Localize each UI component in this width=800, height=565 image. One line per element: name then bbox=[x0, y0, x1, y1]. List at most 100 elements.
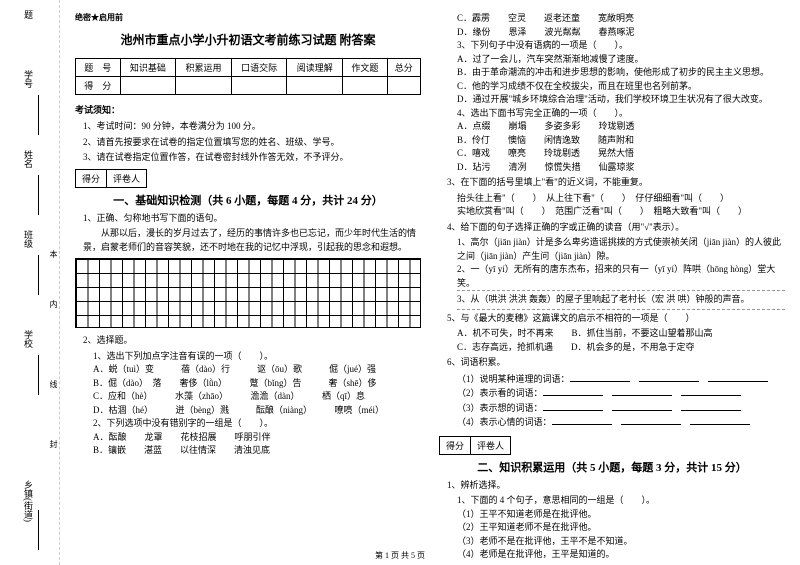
th: 阅读理解 bbox=[287, 59, 343, 77]
side-label: 班级 bbox=[22, 230, 35, 248]
blank[interactable] bbox=[543, 386, 603, 396]
option: （2）王平知道老师不是在批评他。 bbox=[457, 521, 785, 535]
side-line bbox=[38, 175, 39, 215]
option: A．点缀 崩塌 多姿多彩 玲珑剔透 bbox=[457, 120, 785, 134]
td bbox=[176, 77, 232, 95]
secret-mark: 绝密★启用前 bbox=[75, 12, 421, 23]
th: 知识基础 bbox=[120, 59, 176, 77]
sub-item: 3、从（哄洪 洪洪 轰轰）的屋子里响起了老村长（宏 洪 哄）钟般的声音。 bbox=[457, 290, 785, 310]
option: B．倔（dào） 落 奢侈（lǜn） 蹩（bǐng）告 奢（shē）侈 bbox=[93, 377, 421, 391]
th: 积累运用 bbox=[176, 59, 232, 77]
td bbox=[343, 77, 388, 95]
td bbox=[120, 77, 176, 95]
blank[interactable] bbox=[612, 386, 672, 396]
question-body: 从那以后，漫长的岁月过去了，经历的事情许多也已忘记，而少年时代生活的情景，启蒙老… bbox=[83, 227, 421, 254]
option: A．过了一会儿，汽车突然渐渐地减慢了速度。 bbox=[457, 53, 785, 67]
label: （1）说明某种道理的词语： bbox=[457, 374, 570, 384]
sub-item: 1、高尔（jiān jiàn）计是多么卑劣造谣挑拨的方式使崇祯关闭（jiān j… bbox=[457, 236, 785, 263]
option: B．镶嵌 湛蓝 以往情深 清浊见底 bbox=[93, 444, 421, 458]
option: A．酝酿 龙罩 花枝招展 呼朋引伴 bbox=[93, 431, 421, 445]
td: 得 分 bbox=[76, 77, 121, 95]
sub-item: 2、一（yī yí）无所有的唐东杰布，招来的只有一（yī yí）阵哄（hōng … bbox=[457, 263, 785, 290]
question-stem: 6、词语积累。 bbox=[447, 356, 785, 370]
option: D．缘份 恩泽 波光粼粼 春燕啄泥 bbox=[457, 26, 785, 40]
label: （4）表示心情的词语： bbox=[457, 417, 552, 427]
sub-question: 4、选出下面书写完全正确的一项（ ）。 bbox=[457, 107, 785, 121]
writing-grid[interactable] bbox=[75, 258, 421, 328]
fill-line: 实地欣赏看"叫（ ） 范围广泛看"叫（ ） 粗略大致看"叫（ ） bbox=[457, 205, 785, 219]
table-row: 得 分 bbox=[76, 77, 421, 95]
option: C．他的学习成绩不仅在全校拔尖，而且在班里也名列前茅。 bbox=[457, 80, 785, 94]
option: C．霹雳 空灵 返老还童 宽敞明亮 bbox=[457, 12, 785, 26]
score-label: 得分 bbox=[439, 436, 470, 455]
fill-line: （3）表示想的词语： bbox=[457, 401, 785, 416]
option: D．通过开展"城乡环境综合治理"活动，我们学校环境卫生状况有了很大改变。 bbox=[457, 93, 785, 107]
side-line bbox=[38, 355, 39, 395]
blank[interactable] bbox=[681, 401, 741, 411]
score-label: 得分 bbox=[75, 169, 106, 188]
blank[interactable] bbox=[621, 415, 681, 425]
option: B．由于革命潮流的冲击和进步思想的影响，使他形成了初步的民主主义思想。 bbox=[457, 66, 785, 80]
binding-sidebar: 题 学号 姓名 班级 学校 乡镇(街道) 本 内 线 封 bbox=[0, 0, 60, 565]
td bbox=[387, 77, 420, 95]
seal-hint: 内 bbox=[48, 300, 59, 316]
blank[interactable] bbox=[681, 386, 741, 396]
sub-question: 1、选出下列加点字注音有误的一项（ ）。 bbox=[93, 350, 421, 364]
page-footer: 第 1 页 共 5 页 bbox=[0, 550, 800, 561]
section-title: 一、基础知识检测（共 6 小题，每题 4 分，共计 24 分） bbox=[75, 192, 421, 208]
th: 口语交际 bbox=[231, 59, 287, 77]
seal-hint: 本 bbox=[48, 250, 59, 266]
notice-heading: 考试须知： bbox=[75, 103, 421, 116]
fill-line: （2）表示看的词语： bbox=[457, 386, 785, 401]
notice-item: 2、请首先按要求在试卷的指定位置填写您的姓名、班级、学号。 bbox=[83, 136, 421, 150]
side-label: 题 bbox=[22, 10, 35, 19]
fill-line: （4）表示心情的词语： bbox=[457, 415, 785, 430]
side-line bbox=[38, 510, 39, 550]
blank[interactable] bbox=[552, 415, 612, 425]
seal-hint: 线 bbox=[48, 380, 59, 396]
score-box: 得分 评卷人 bbox=[439, 436, 785, 455]
blank[interactable] bbox=[612, 401, 672, 411]
option: C．志存高远，抢抓机遇 D．机会多的是，不用急于定夺 bbox=[457, 341, 785, 355]
option: A．蜕（tuì）变 蓓（dào）行 讴（ōu）歌 倔（jué）强 bbox=[93, 363, 421, 377]
blank[interactable] bbox=[708, 372, 768, 382]
th: 总分 bbox=[387, 59, 420, 77]
right-column: C．霹雳 空灵 返老还童 宽敞明亮 D．缘份 恩泽 波光粼粼 春燕啄泥 3、下列… bbox=[439, 12, 785, 562]
option: A．机不可失，时不再来 B．抓住当前，不要这山望着那山高 bbox=[457, 327, 785, 341]
blank[interactable] bbox=[690, 415, 750, 425]
blank[interactable] bbox=[639, 372, 699, 382]
table-row: 题 号 知识基础 积累运用 口语交际 阅读理解 作文题 总分 bbox=[76, 59, 421, 77]
question-stem: 2、选择题。 bbox=[83, 334, 421, 348]
page-content: 绝密★启用前 池州市重点小学小升初语文考前练习试题 附答案 题 号 知识基础 积… bbox=[75, 12, 785, 562]
side-label: 乡镇(街道) bbox=[22, 480, 35, 522]
exam-title: 池州市重点小学小升初语文考前练习试题 附答案 bbox=[75, 31, 421, 48]
option: D．玷污 清冽 惊慌失措 仙露琼浆 bbox=[457, 161, 785, 175]
side-label: 学校 bbox=[22, 330, 35, 348]
marker-label: 评卷人 bbox=[106, 169, 147, 188]
side-label: 姓名 bbox=[22, 150, 35, 168]
blank[interactable] bbox=[543, 401, 603, 411]
marker-label: 评卷人 bbox=[470, 436, 511, 455]
side-line bbox=[38, 255, 39, 295]
th: 作文题 bbox=[343, 59, 388, 77]
notice-item: 3、请在试卷指定位置作答，在试卷密封线外作答无效，不予评分。 bbox=[83, 151, 421, 165]
option: D．枯涸（hé） 迸（bèng）溅 酝酿（niàng） 嘹喨（méi） bbox=[93, 404, 421, 418]
option: C．应和（hè） 水藻（zhāo） 澹澹（dàn） 栖（qī）息 bbox=[93, 390, 421, 404]
th: 题 号 bbox=[76, 59, 121, 77]
question-stem: 4、给下面的句子选择正确的字或正确的读音（用"√"表示）。 bbox=[447, 221, 785, 235]
option: C．嘻戏 嘹亮 玲珑剔透 晃然大悟 bbox=[457, 147, 785, 161]
label: （2）表示看的词语： bbox=[457, 388, 543, 398]
sub-question: 1、下面的 4 个句子，意思相同的一组是（ ）。 bbox=[457, 494, 785, 508]
option: （3）老师不是在批评他，王平不是不知道。 bbox=[457, 535, 785, 549]
seal-hint: 封 bbox=[48, 440, 59, 456]
option: B．伶仃 懊恼 闲情逸致 随声附和 bbox=[457, 134, 785, 148]
notice-item: 1、考试时间：90 分钟，本卷满分为 100 分。 bbox=[83, 120, 421, 134]
option: （1）王平不知道老师是在批评他。 bbox=[457, 508, 785, 522]
left-column: 绝密★启用前 池州市重点小学小升初语文考前练习试题 附答案 题 号 知识基础 积… bbox=[75, 12, 421, 562]
blank[interactable] bbox=[570, 372, 630, 382]
question-stem: 3、在下面的括号里填上"看"的近义词，不能重复。 bbox=[447, 176, 785, 190]
td bbox=[231, 77, 287, 95]
section-title: 二、知识积累运用（共 5 小题，每题 3 分，共计 15 分） bbox=[439, 459, 785, 475]
sub-question: 3、下列句子中没有语病的一项是（ ）。 bbox=[457, 39, 785, 53]
question-stem: 1、正确、匀称地书写下面的语句。 bbox=[83, 212, 421, 226]
